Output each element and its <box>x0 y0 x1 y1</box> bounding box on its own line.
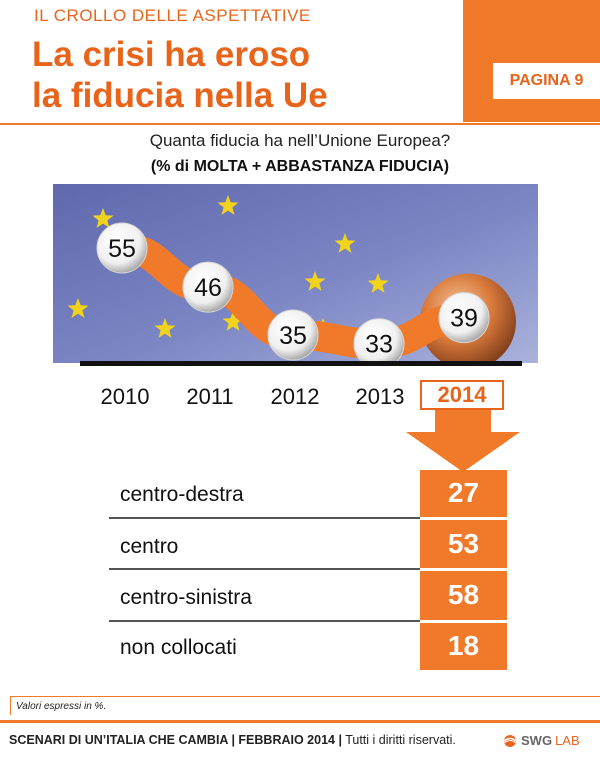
year-label-2013: 2013 <box>355 384 405 409</box>
footer-credits-regular: Tutti i diritti riservati. <box>341 733 456 747</box>
row-divider <box>109 517 421 519</box>
row-divider <box>109 568 421 570</box>
data-point-marker <box>438 292 490 344</box>
value-centro: 53 <box>447 528 480 559</box>
year-label-2014-highlight: 2014 <box>420 380 504 410</box>
question-subtext: (% di MOLTA + ABBASTANZA FIDUCIA) <box>150 158 450 175</box>
data-point: 35 <box>267 309 319 361</box>
data-point-label: 35 <box>279 322 307 350</box>
year-label-2011: 2011 <box>186 384 234 409</box>
footer-divider <box>0 720 600 723</box>
star-icon <box>154 318 176 338</box>
trend-chart: 55 46 35 33 39 <box>53 184 538 363</box>
data-point-marker <box>96 222 148 274</box>
logo-main: SWG <box>521 733 553 748</box>
value-centro-destra: 27 <box>447 477 480 508</box>
star-icon <box>92 208 114 228</box>
down-arrow-icon <box>406 410 520 472</box>
star-icon <box>304 271 326 291</box>
star-icon <box>367 273 389 293</box>
value-non-collocati: 18 <box>447 630 480 661</box>
header-divider <box>0 123 600 125</box>
row-label-non-collocati: non collocati <box>120 636 237 659</box>
data-point: 55 <box>96 222 148 274</box>
data-point-marker <box>182 261 234 313</box>
header-band <box>463 0 600 122</box>
row-label-centro-sinistra: centro-sinistra <box>120 586 252 609</box>
footnote: Valori espressi in %. <box>10 696 600 715</box>
data-point-label: 55 <box>108 235 136 263</box>
row-divider <box>109 620 421 622</box>
star-icon <box>222 311 244 331</box>
trend-chart-svg: 55 46 35 33 39 <box>53 184 538 363</box>
value-separator <box>420 620 507 623</box>
title-line-1: La crisi ha eroso <box>32 35 311 74</box>
section-kicker: IL CROLLO DELLE ASPETTATIVE <box>34 6 311 25</box>
data-point-marker <box>267 309 319 361</box>
swg-lab-logo: SWG LAB <box>502 733 580 748</box>
trend-series: 55 46 35 33 39 <box>96 222 516 363</box>
value-separator <box>420 517 507 520</box>
data-point: 33 <box>353 318 405 363</box>
question-text: Quanta fiducia ha nell’Unione Europea? <box>149 131 451 150</box>
data-point-label: 39 <box>450 305 478 333</box>
year-label-2010: 2010 <box>100 384 150 409</box>
data-point-label: 46 <box>194 274 222 302</box>
data-point-label: 33 <box>365 331 393 359</box>
year-label-2012: 2012 <box>270 384 320 409</box>
star-icon <box>67 298 89 318</box>
value-centro-sinistra: 58 <box>447 579 480 610</box>
logo-lab: LAB <box>555 733 580 748</box>
data-point: 46 <box>182 261 234 313</box>
x-axis-line <box>80 361 522 366</box>
title-line-2: la fiducia nella Ue <box>32 76 328 115</box>
footer-credits: SCENARI DI UN’ITALIA CHE CAMBIA | FEBBRA… <box>9 733 456 747</box>
footer-credits-bold: SCENARI DI UN’ITALIA CHE CAMBIA | FEBBRA… <box>9 733 342 747</box>
star-icon <box>334 233 356 253</box>
page-label: PAGINA 9 <box>493 63 600 99</box>
row-label-centro: centro <box>120 535 179 558</box>
page-title: La crisi ha eroso la fiducia nella Ue <box>32 34 452 116</box>
row-label-centro-destra: centro-destra <box>120 483 244 506</box>
data-point: 39 <box>438 292 490 344</box>
value-separator <box>420 568 507 571</box>
logo-mark-icon <box>503 734 517 747</box>
star-icon <box>217 195 239 215</box>
data-point-marker <box>353 318 405 363</box>
